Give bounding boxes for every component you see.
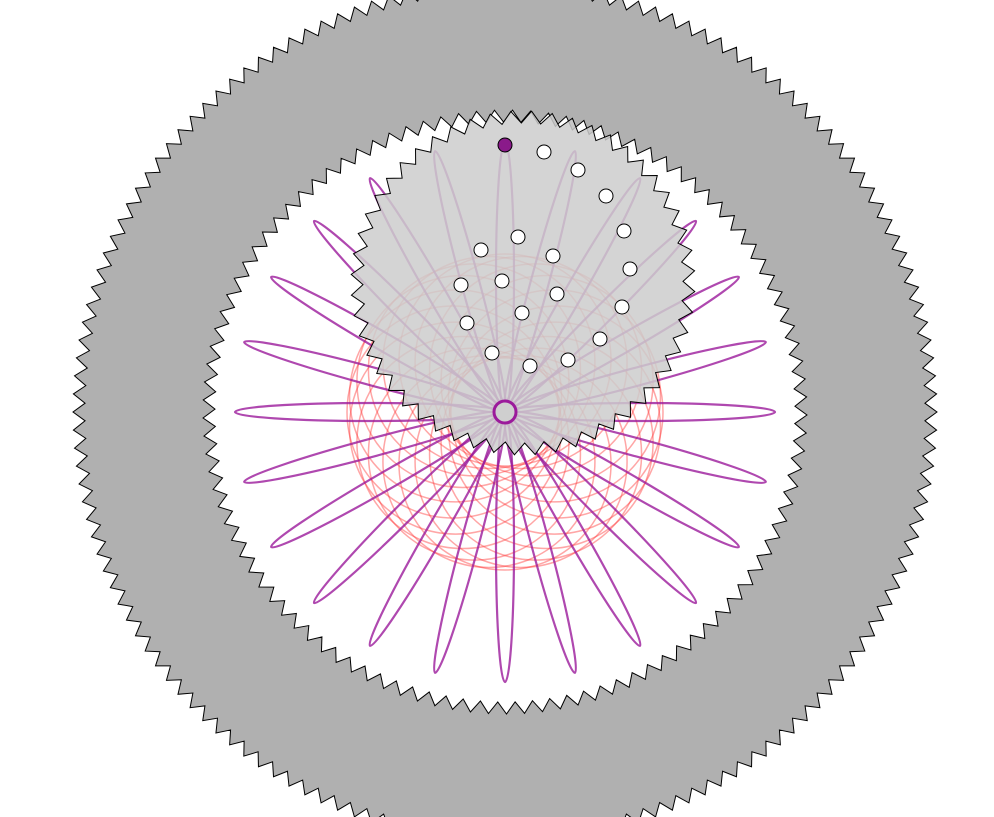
pen-hole[interactable] <box>473 242 489 258</box>
pen-hole[interactable] <box>494 273 510 289</box>
gear-hole-set[interactable] <box>453 137 638 374</box>
pen-hole[interactable] <box>614 299 630 315</box>
pen-hole[interactable] <box>536 144 552 160</box>
pen-hole[interactable] <box>514 305 530 321</box>
pen-hole[interactable] <box>459 315 475 331</box>
purple-trace-petal <box>494 410 516 684</box>
outer-ring-gear[interactable] <box>72 0 938 817</box>
pen-hole[interactable] <box>592 331 608 347</box>
pen-hole[interactable] <box>545 248 561 264</box>
inner-rolling-gear[interactable] <box>350 110 696 456</box>
pen-hole[interactable] <box>622 261 638 277</box>
pen-hole[interactable] <box>453 277 469 293</box>
pen-hole[interactable] <box>570 162 586 178</box>
pen-hole[interactable] <box>598 188 614 204</box>
pen-hole[interactable] <box>522 358 538 374</box>
pen-hole[interactable] <box>560 352 576 368</box>
pen-hole[interactable] <box>510 229 526 245</box>
center-hub <box>492 399 518 425</box>
pen-hole[interactable] <box>616 223 632 239</box>
pen-hole[interactable] <box>484 345 500 361</box>
selected-pen-hole[interactable] <box>497 137 513 153</box>
pen-hole[interactable] <box>549 286 565 302</box>
